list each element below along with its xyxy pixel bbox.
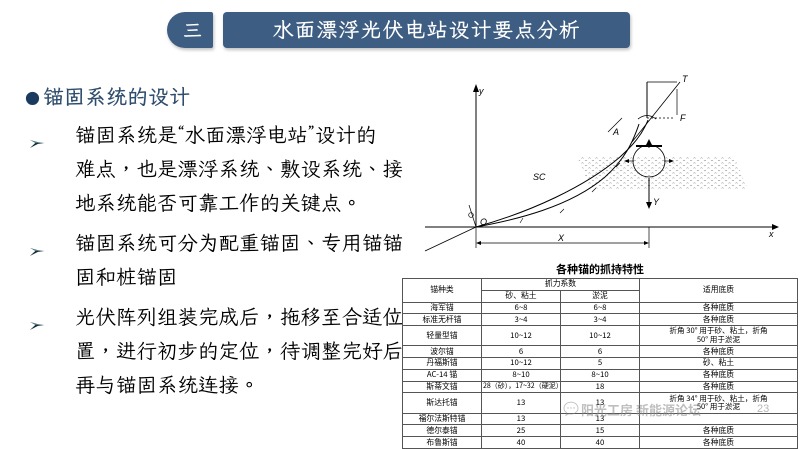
svg-text:X: X [557, 233, 565, 243]
svg-text:y: y [478, 86, 484, 96]
svg-text:x: x [768, 229, 774, 239]
svg-text:T: T [682, 74, 689, 84]
svg-text:Y: Y [653, 197, 660, 207]
svg-text:SC: SC [533, 172, 546, 182]
svg-text:A: A [612, 127, 619, 137]
svg-text:F: F [680, 113, 686, 123]
